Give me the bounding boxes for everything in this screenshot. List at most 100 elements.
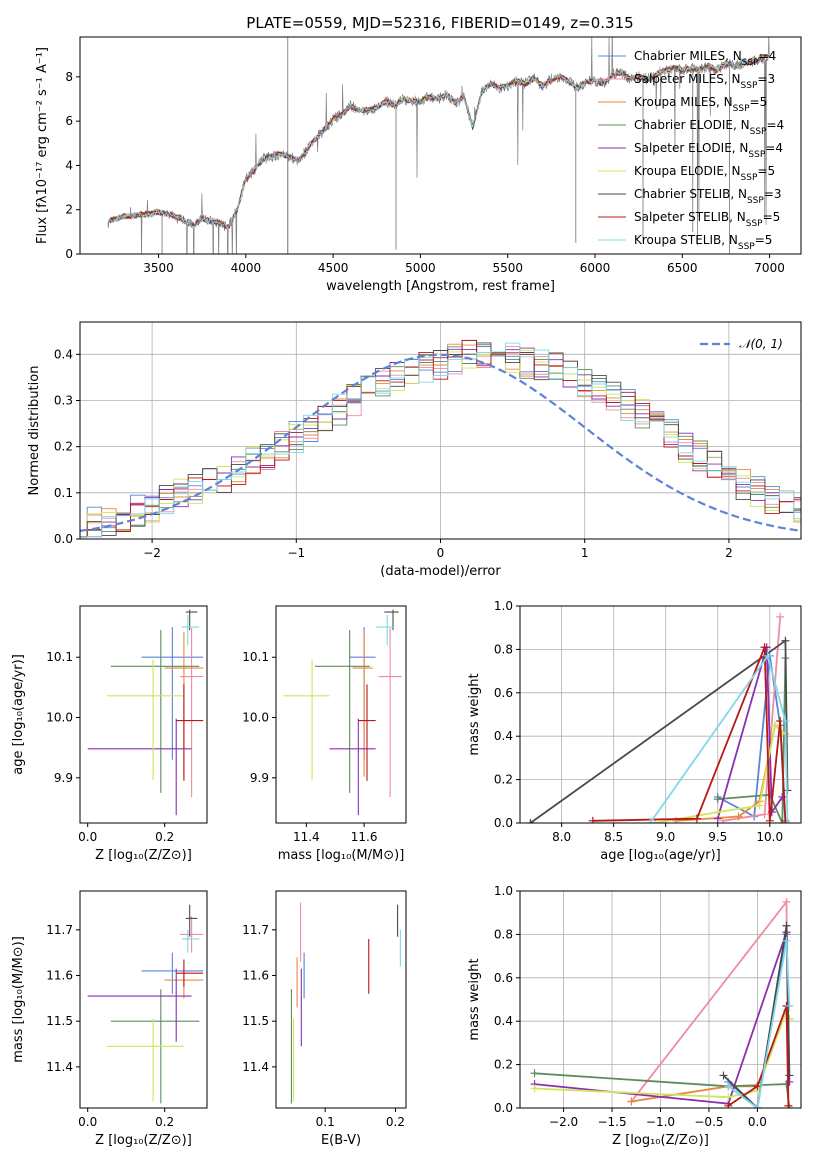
x-axis-label: mass [log₁₀(M/M⊙)] [278,848,405,863]
x-tick-label: −2.0 [549,1115,578,1129]
x-axis-label: age [log₁₀(age/yr)] [600,848,721,863]
x-tick-label: 0.1 [316,1115,335,1129]
errorbar-point [181,929,200,953]
x-tick-label: 1 [581,546,589,560]
weight-marker [753,1104,762,1108]
y-tick-label: 8 [65,70,73,84]
x-tick-label: 7000 [754,261,785,275]
y-tick-label: 11.4 [46,1060,73,1074]
plot-area [80,339,801,538]
errorbar-point [87,718,192,816]
x-tick-label: 0.0 [748,1115,767,1129]
axes: 3500 4000 4500 5000 5500 6000 6500 7000 0 2 4 6 8 wav… [35,36,802,294]
hist-kroupa-elodie [80,349,801,538]
legend-entry: Kroupa STELIB, NSSP=5 [634,233,772,252]
weight-marker [526,819,535,823]
weight-line [716,646,784,819]
y-tick-label: 10.0 [242,711,269,725]
y-tick-label: 0.8 [494,642,513,656]
errorbar-point [176,959,204,987]
weight-line [722,925,791,1108]
x-tick-label: −1 [287,546,305,560]
y-tick-label: 0.2 [494,1058,513,1072]
hist-chabrier-elodie [80,344,801,538]
weight-marker [672,816,681,823]
x-axis-label: Z [log₁₀(Z/Z⊙)] [95,1133,192,1148]
errorbar-point [141,627,204,760]
y-tick-label: 0.1 [54,486,73,500]
weight-marker [785,1002,794,1011]
legend-entry: Salpeter MILES, NSSP=3 [634,72,775,91]
errorbar-point [87,968,192,1042]
weight-line [534,931,791,1105]
x-tick-label: −1.5 [597,1115,626,1129]
x-axis-label: Z [log₁₀(Z/Z⊙)] [612,1133,709,1148]
plot-area [283,609,402,816]
y-tick-label: 0.4 [494,729,513,743]
y-tick-label: 6 [65,114,73,128]
x-tick-label: 0.2 [155,1115,174,1129]
y-tick-label: 10.1 [242,650,269,664]
legend-entry: Chabrier MILES, NSSP=4 [634,49,776,68]
panel-5: 0.0 0.2 11.4 11.5 11.6 11.7 Z [log₁₀(Z/Z⊙)] mas… [11,890,208,1148]
errorbar-point [315,630,370,793]
hist-kroupa-stelib [80,342,801,538]
model-salpeter-stelib [107,54,769,230]
axes: 0.0 0.2 11.4 11.5 11.6 11.7 Z [log₁₀(Z/Z⊙)] mas… [11,890,208,1148]
y-tick-label: 10.1 [46,650,73,664]
y-tick-label: 11.4 [242,1060,269,1074]
x-tick-label: 5000 [405,261,436,275]
y-tick-label: 1.0 [494,884,513,898]
hist-salpeter-miles [80,346,801,538]
x-tick-label: 9.0 [656,830,675,844]
weight-marker [765,816,774,823]
x-axis-label: (data-model)/error [380,564,501,579]
y-tick-label: 11.6 [46,969,73,983]
model-kroupa-elodie [107,55,769,230]
axes-frame [79,605,208,824]
weight-marker [530,1084,539,1093]
legend-entry: Kroupa MILES, NSSP=5 [634,95,767,114]
y-tick-label: 0.0 [494,816,513,830]
errorbar-point [329,718,376,816]
x-tick-label: −1.0 [646,1115,675,1129]
axes-frame [519,605,802,824]
x-tick-label: 6000 [580,261,611,275]
weight-line [717,658,787,823]
weight-marker [782,936,791,945]
y-tick-label: 9.9 [54,771,73,785]
weight-marker [782,921,791,930]
errorbar-point [141,952,204,994]
errorbar-point [180,916,204,953]
errorbar-point [375,615,393,646]
legend-entry: 𝒩(0, 1) [739,337,783,351]
x-tick-label: 0 [437,546,445,560]
x-tick-label: 0.0 [78,830,97,844]
axes: 0.0 0.2 9.9 10.0 10.1 Z [log₁₀(Z/Z⊙)] age [log… [11,605,208,863]
weight-marker [692,814,701,823]
x-tick-label: 6500 [667,261,698,275]
panel-7: −2.0 −1.5 −1.0 −0.5 0.0 0.0 0.2 0.4 0.6 0.8 1.0 Z [… [467,884,802,1148]
weight-marker [763,651,772,660]
weight-marker [713,808,722,817]
axes: −2.0 −1.5 −1.0 −0.5 0.0 0.0 0.2 0.4 0.6 0.8 1.0 Z [… [467,884,802,1148]
x-tick-label: 5500 [492,261,523,275]
x-tick-label: 11.4 [293,830,320,844]
panel-6: 0.1 0.2 11.4 11.5 11.6 11.7 E(B-V) [242,890,407,1148]
x-tick-label: −0.5 [694,1115,723,1129]
panel-3: 11.4 11.6 9.9 10.0 10.1 mass [log₁₀(M/M⊙)] [242,605,407,863]
legend-entry: Kroupa ELODIE, NSSP=5 [634,164,775,183]
chart-title: PLATE=0559, MJD=52316, FIBERID=0149, z=0… [246,14,633,32]
errorbar-point [106,659,184,781]
axes: 8.0 8.5 9.0 9.5 10.0 0.0 0.2 0.4 0.6 0.8 1.0 age [l… [467,599,802,863]
errorbar-point [349,627,376,760]
y-tick-label: 0.4 [494,1014,513,1028]
legend-entry: Salpeter STELIB, NSSP=5 [634,210,780,229]
x-tick-label: 8.5 [604,830,623,844]
x-tick-label: 10.0 [756,830,783,844]
y-tick-label: 0.8 [494,927,513,941]
x-tick-label: 3500 [143,261,174,275]
errorbar-point [358,684,376,781]
plot-area [530,897,794,1108]
